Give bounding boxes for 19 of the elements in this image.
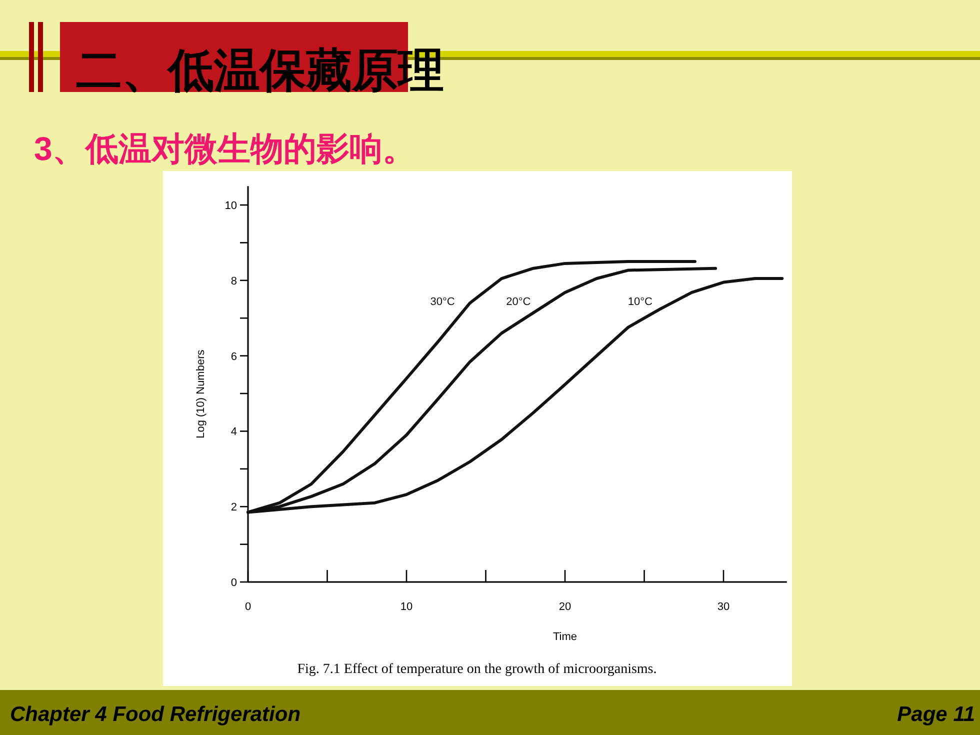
chart-subtitle: 3、低温对微生物的影响。 xyxy=(34,130,416,167)
x-tick-label: 20 xyxy=(558,601,572,613)
caption: Fig. 7.1 Effect of temperature on the growth of microorganisms. xyxy=(297,662,657,677)
y-tick-label: 10 xyxy=(224,200,237,212)
x-tick-label: 30 xyxy=(717,601,730,613)
x-axis-title: Time xyxy=(552,631,578,643)
series-label: 20°C xyxy=(506,296,531,308)
y-tick-label: 0 xyxy=(230,577,237,589)
y-axis-title: Log (10) Numbers xyxy=(195,349,207,438)
text: Chapter 4 Food Refrigeration xyxy=(10,703,301,726)
series-label: 30°C xyxy=(430,296,455,308)
series-label: 10°C xyxy=(628,296,652,308)
y-tick-label: 8 xyxy=(230,275,237,288)
y-tick-label: 2 xyxy=(230,502,237,514)
text: Page 11 xyxy=(897,703,975,726)
y-tick-label: 4 xyxy=(230,426,237,438)
y-tick-label: 6 xyxy=(230,350,237,363)
x-tick-label: 0 xyxy=(244,601,252,613)
x-tick-label: 10 xyxy=(400,601,413,613)
